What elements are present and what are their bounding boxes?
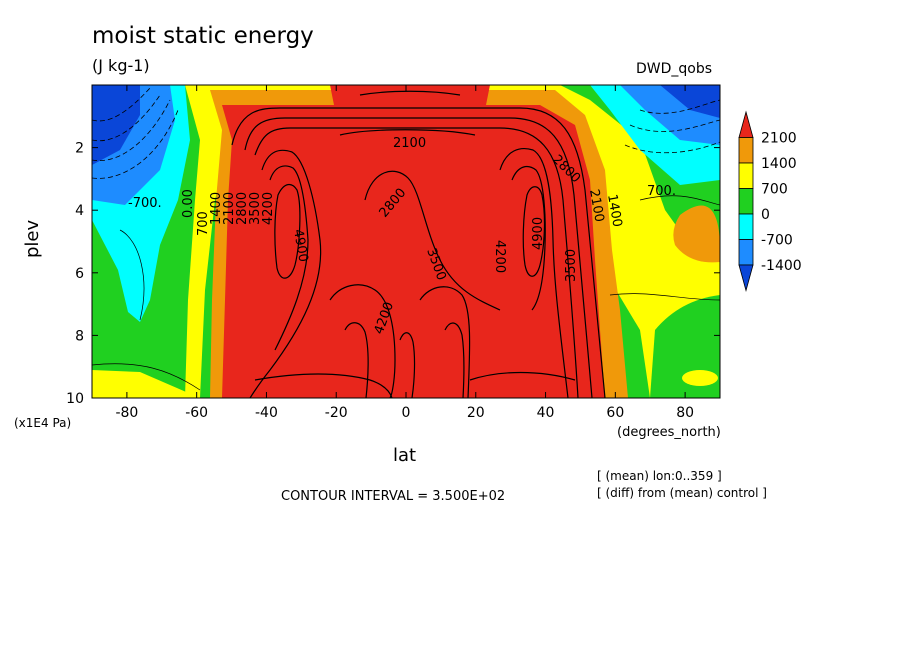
contour-line [344,322,369,398]
contour-interval: CONTOUR INTERVAL = 3.500E+02 [281,489,506,504]
x-tick-label: 20 [467,405,485,421]
x-axis-unit: (degrees_north) [617,425,721,440]
chart-units: (J kg-1) [92,56,150,75]
y-axis-unit: (x1E4 Pa) [14,416,72,430]
contour-line [399,332,416,398]
contour-line [244,117,593,398]
contour-label: 2800 [235,192,250,225]
contour-line [92,99,171,162]
contour-line [609,293,720,301]
colorbar-swatch [738,239,754,266]
contour-label: 2100 [222,192,237,225]
contour-line [522,186,546,277]
x-tick-label: 0 [402,405,411,421]
colorbar-swatch [738,110,754,138]
contour-lines [231,90,606,398]
contour-label: 700. [647,184,676,199]
fill-dkblue-north [660,85,720,118]
colorbar-swatch [738,137,754,164]
axes: -80 -60 -40 -20 0 20 40 60 80 2 4 6 8 10 [66,85,720,421]
x-tick-label: 80 [676,405,694,421]
contour-line [269,165,309,351]
contour-line [92,94,161,142]
contour-line [119,229,145,321]
contour-line [254,127,579,398]
colorbar-swatch [738,188,754,215]
y-tick-label: 10 [66,391,84,407]
colorbar-label: -1400 [761,258,802,274]
x-tick-label: 40 [537,405,555,421]
contour-label: 1400 [604,193,625,228]
contour-line [364,170,501,311]
contour-label: 1400 [209,192,224,225]
contour-line [339,129,476,136]
mean-note: [ (mean) lon:0..359 ] [597,469,722,483]
contour-label: 4900 [290,228,311,263]
contour-label: 4200 [492,240,507,273]
y-tick-label: 2 [75,141,84,157]
contour-label: 0.00 [181,189,196,218]
fill-orange-north-blob [673,205,720,263]
fill-yellow-sw [92,370,200,398]
contour-line [639,99,720,114]
fill-dkblue-south [92,85,140,165]
contour-line [249,149,322,398]
colorbar-swatch [738,213,754,240]
x-tick-label: -40 [255,405,278,421]
plot-area: -700. 0.00 700 1400 2100 2800 3500 4200 … [92,85,720,398]
colorbar: 2100 1400 700 0 -700 -1400 [738,110,802,293]
contour-line [511,165,546,311]
colorbar-swatch [738,264,754,293]
contour-label: 2100 [393,136,426,151]
chart-title: moist static energy [92,23,314,49]
negative-contours [92,87,720,179]
x-axis-label: lat [393,445,417,466]
fill-red-main [222,105,605,398]
contour-line [254,373,393,398]
contour-line [444,322,465,398]
colorbar-swatch [738,162,754,189]
y-tick-label: 6 [75,266,84,282]
x-tick-label: 60 [606,405,624,421]
contour-label: 3500 [564,249,579,282]
thin-contours [92,195,720,391]
contour-label: -700. [128,196,162,211]
colorbar-label: 1400 [761,156,797,172]
contour-label: 2100 [586,188,607,223]
fill-yellow-ne-small [682,370,718,386]
y-tick-label: 4 [75,203,84,219]
colorbar-label: 700 [761,182,788,198]
contour-line [499,148,569,398]
contour-line [92,109,179,179]
run-name: DWD_qobs [636,61,713,77]
x-tick-label: -20 [325,405,348,421]
contour-label: 3500 [248,192,263,225]
contour-line [274,184,301,279]
contour-line [629,119,720,132]
contour-label: 4200 [261,192,276,225]
fill-red-top [330,85,490,110]
colorbar-label: 2100 [761,131,797,147]
x-tick-label: -80 [115,405,138,421]
contour-line [359,90,461,96]
contour-label: 700 [196,211,211,236]
contour-line [92,363,201,391]
colorbar-label: -700 [761,233,793,249]
y-tick-label: 8 [75,328,84,344]
contour-line [419,286,471,398]
colorbar-label: 0 [761,207,770,223]
diff-note: [ (diff) from (mean) control ] [597,486,767,500]
contour-line [639,195,720,206]
contour-line [624,141,720,154]
x-tick-label: -60 [185,405,208,421]
contour-label: 4900 [531,217,546,250]
contour-line [231,107,606,398]
contour-line [329,284,396,398]
contour-line [469,371,576,381]
